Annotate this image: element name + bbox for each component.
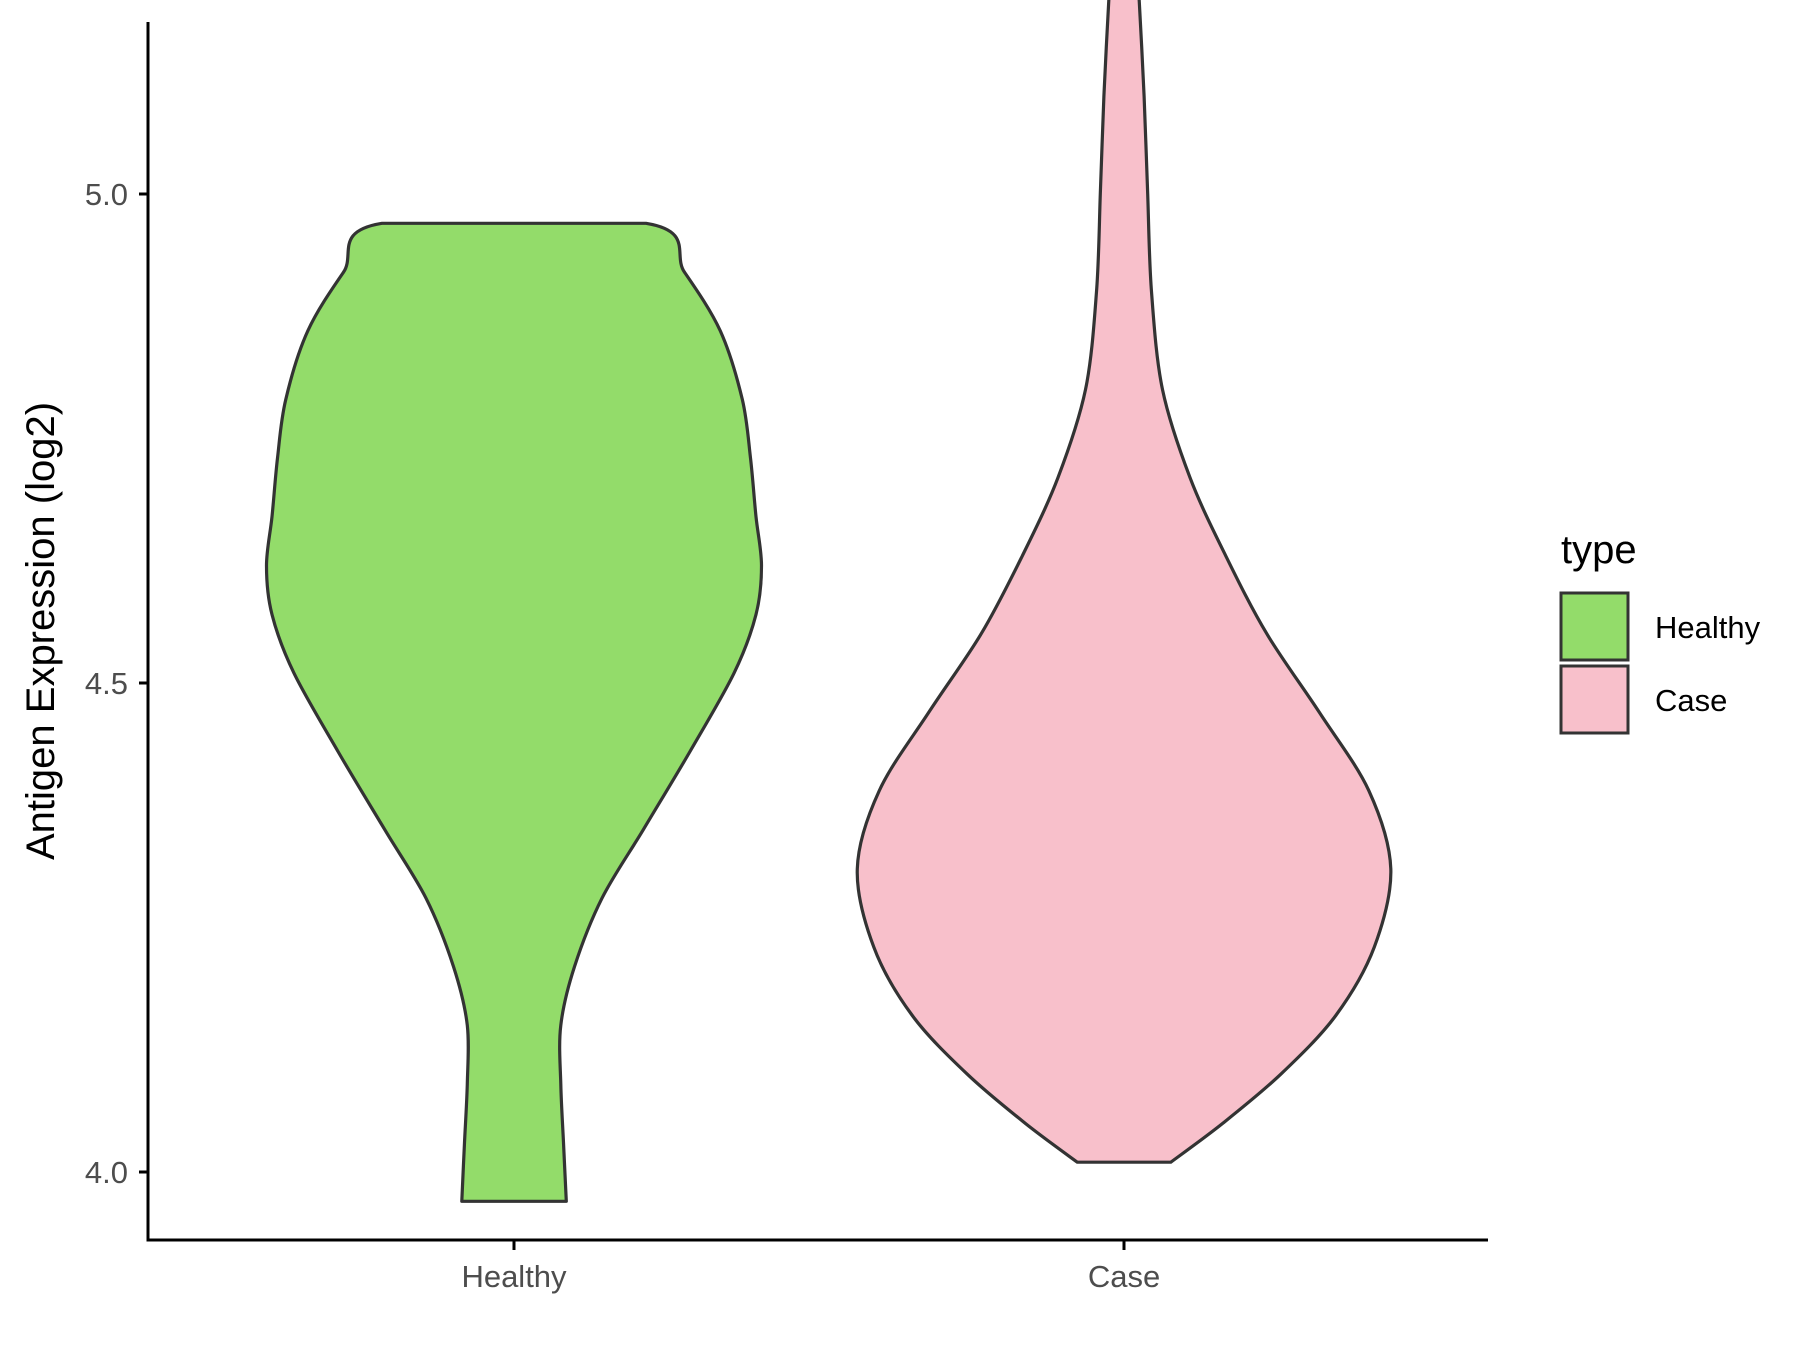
legend-entries: Healthy Case bbox=[1559, 591, 1761, 735]
y-ticks: 4.04.55.05.56.0 bbox=[85, 177, 148, 1190]
x-tick-label: Healthy bbox=[461, 1259, 567, 1294]
y-tick-label: 5.0 bbox=[85, 177, 128, 212]
violin-case bbox=[855, 0, 1393, 1164]
y-tick-label: 4.0 bbox=[85, 1155, 128, 1190]
legend-swatch-case bbox=[1559, 664, 1630, 735]
legend-label-healthy: Healthy bbox=[1655, 610, 1761, 645]
y-axis-title: Antigen Expression (log2) bbox=[19, 402, 63, 860]
x-ticks: Healthy Case bbox=[461, 1240, 1160, 1294]
legend-title: type bbox=[1561, 528, 1637, 572]
y-tick-label: 4.5 bbox=[85, 666, 128, 701]
legend-swatch-healthy bbox=[1559, 591, 1630, 662]
x-tick-label: Case bbox=[1088, 1259, 1160, 1294]
violin-layer bbox=[264, 0, 1393, 1203]
legend: type Healthy Case bbox=[1559, 528, 1761, 735]
violin-healthy bbox=[264, 221, 764, 1203]
legend-label-case: Case bbox=[1655, 683, 1727, 718]
